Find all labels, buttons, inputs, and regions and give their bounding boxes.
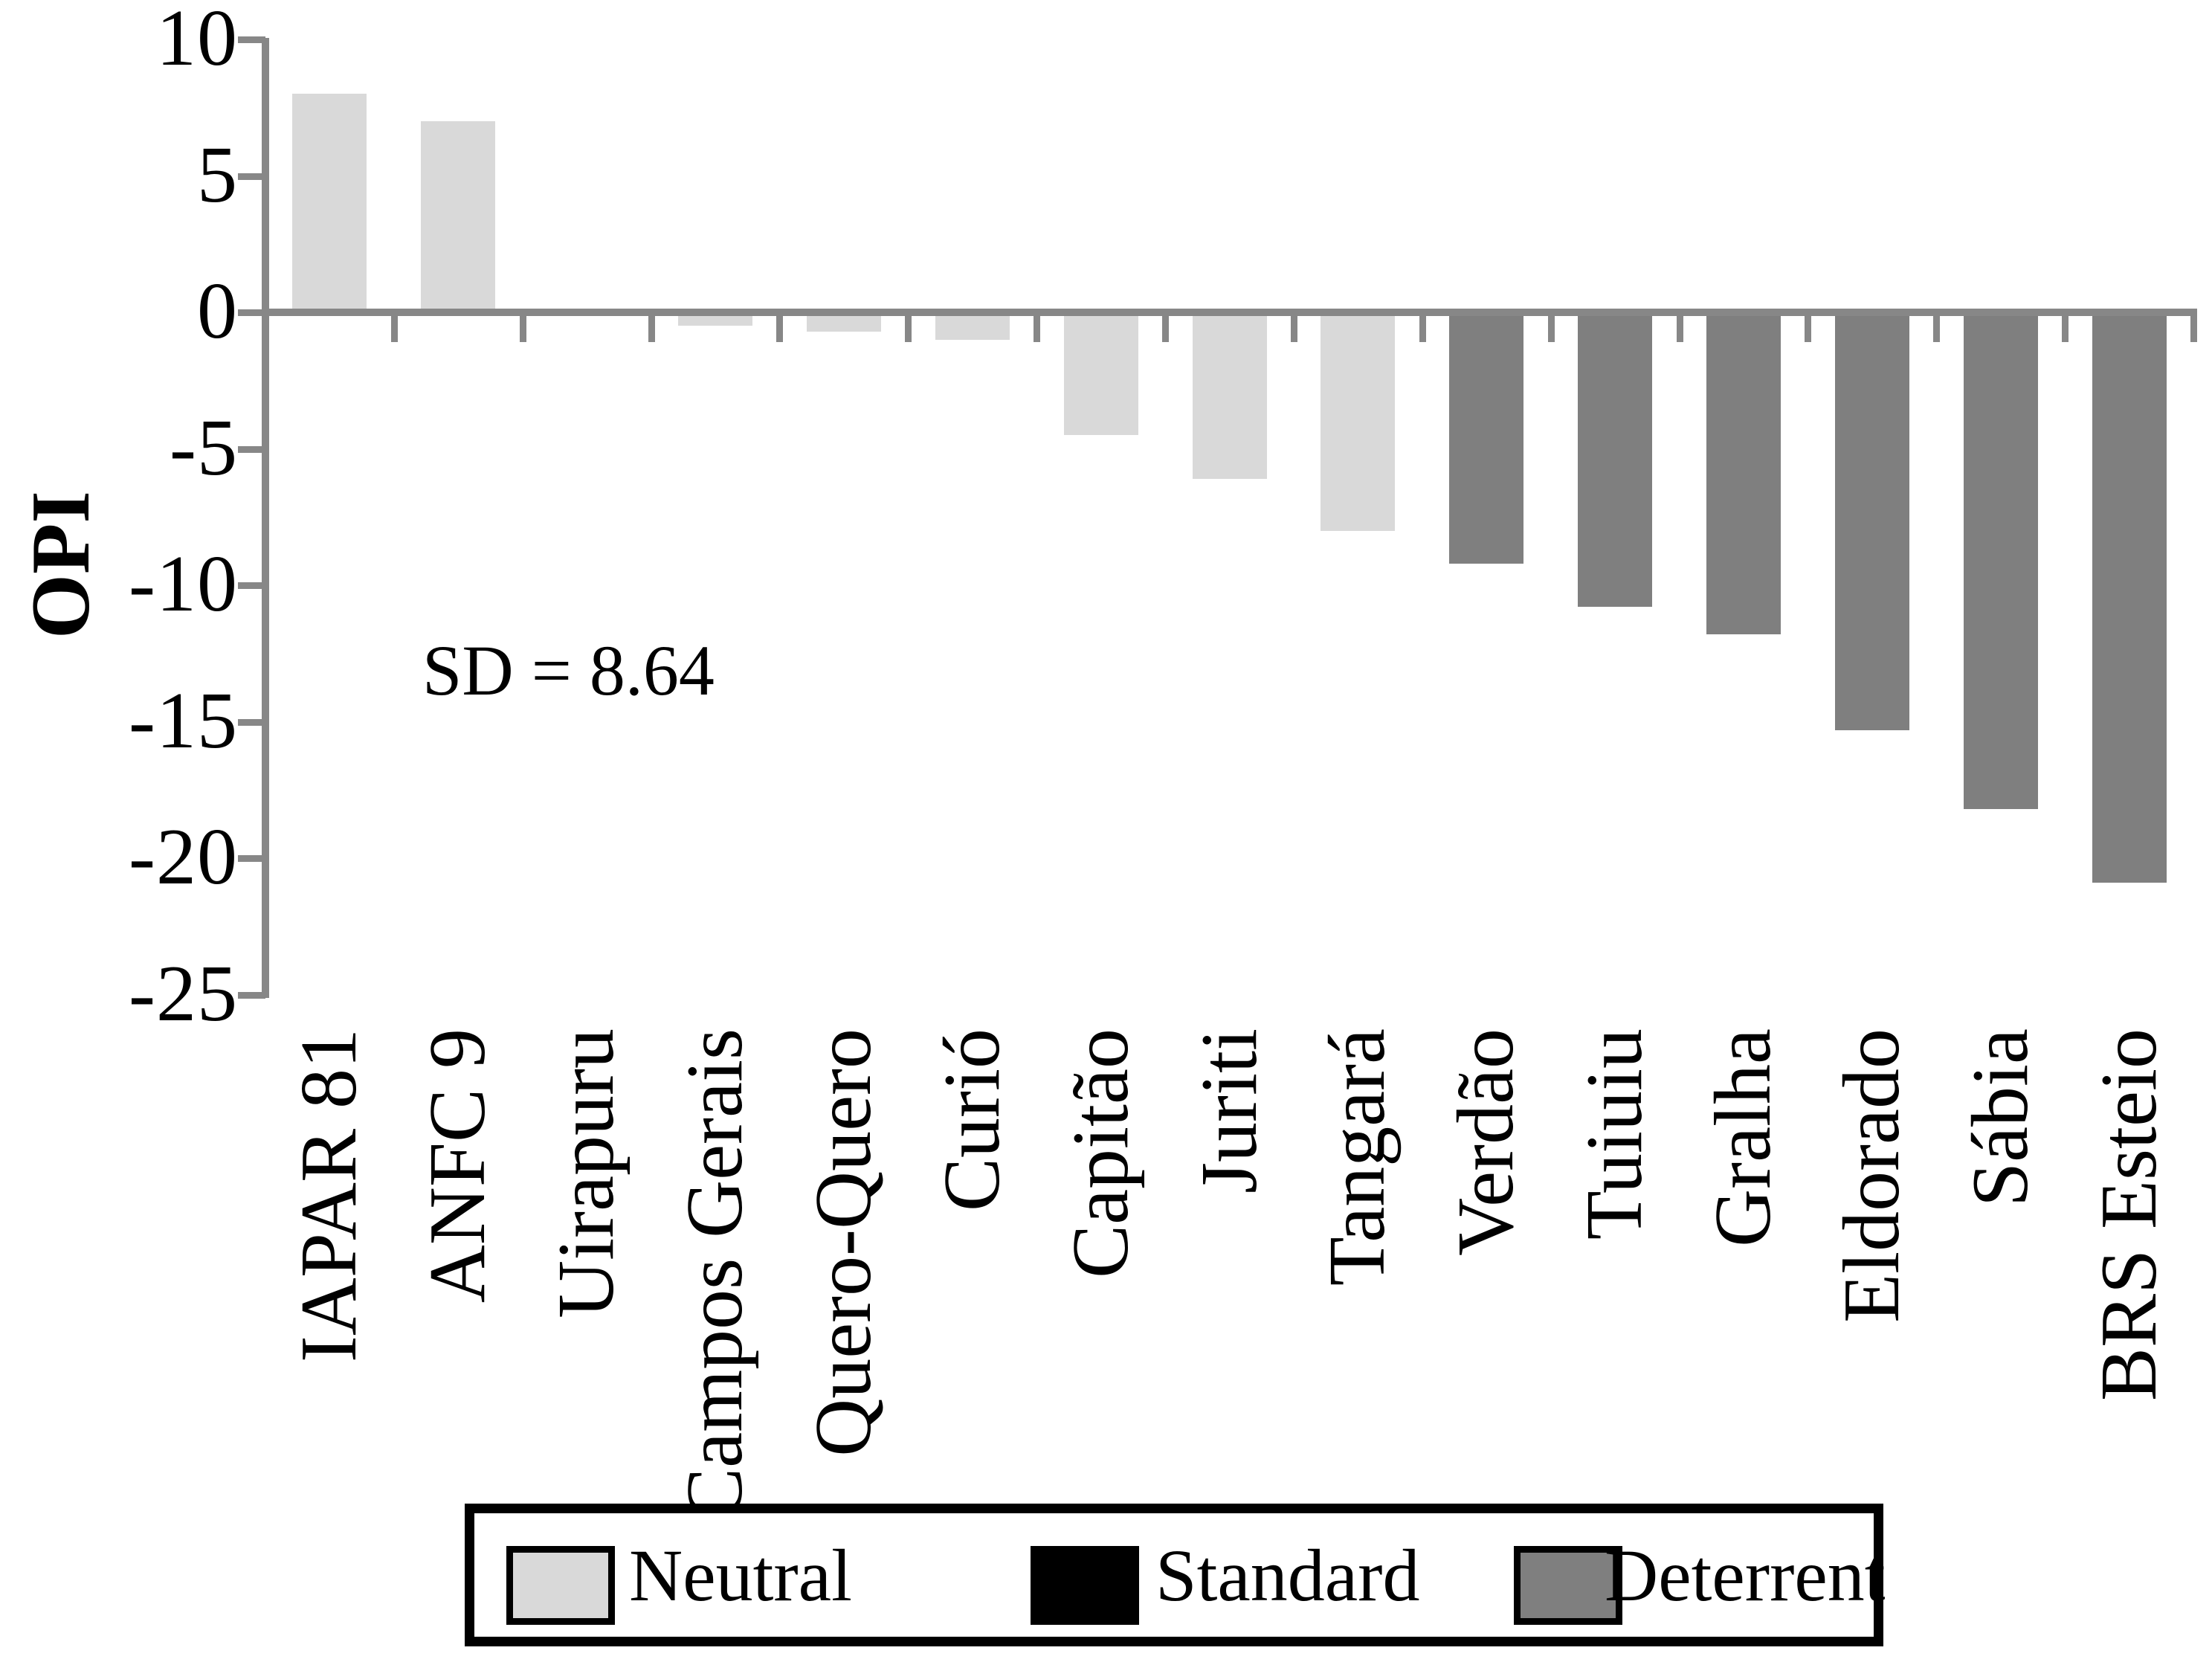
bar-tuiuiu — [1578, 312, 1653, 608]
y-axis-tick — [238, 445, 265, 453]
x-axis-tick — [1805, 312, 1812, 342]
sd-annotation: SD = 8.64 — [422, 631, 715, 710]
legend-label-standard: Standard — [1155, 1533, 1420, 1617]
bar-curi- — [935, 312, 1010, 340]
x-axis-label: Capitão — [1055, 1028, 1147, 1278]
x-axis-label-text: Tuiuiu — [1570, 1028, 1660, 1240]
x-axis-tick — [2190, 312, 2197, 342]
bar-brs-esteio — [2092, 312, 2167, 883]
x-axis-tick — [776, 312, 784, 342]
x-axis-label: ANFC 9 — [412, 1028, 504, 1303]
x-axis-tick — [390, 312, 398, 342]
bar-eldorado — [1834, 312, 1909, 730]
y-axis-tick-label: -15 — [129, 676, 238, 765]
y-axis-tick — [238, 173, 265, 180]
x-axis-label-text: Sábia — [1955, 1028, 2045, 1207]
x-axis-label: Tangará — [1312, 1028, 1404, 1286]
y-axis-tick-label: 10 — [156, 0, 238, 83]
x-axis-tick — [1034, 312, 1041, 342]
x-axis-label-text: Capitão — [1056, 1028, 1145, 1278]
x-axis-label: Eldorado — [1826, 1028, 1918, 1323]
x-axis-tick — [2062, 312, 2069, 342]
x-axis-label: Juriti — [1184, 1028, 1276, 1194]
x-axis-label: BRS Esteio — [2083, 1028, 2176, 1401]
x-axis-label: Curió — [926, 1028, 1019, 1211]
bar-s-bia — [1963, 312, 2038, 809]
x-axis-tick — [648, 312, 655, 342]
bar-iapar-81 — [292, 94, 367, 312]
x-axis-label-text: IAPAR 81 — [285, 1028, 374, 1363]
y-axis-tick — [238, 718, 265, 726]
x-axis-label: Quero-Quero — [798, 1028, 890, 1457]
bar-gralha — [1706, 312, 1781, 635]
bar-tangar- — [1321, 312, 1396, 531]
x-axis-label-text: ANFC 9 — [413, 1028, 503, 1304]
x-axis-label-text: Gralha — [1698, 1028, 1787, 1247]
x-axis-label: Sábia — [1955, 1028, 2047, 1207]
y-axis-tick-label: -20 — [129, 813, 238, 901]
x-axis-label-text: Campos Gerais — [671, 1028, 760, 1521]
y-axis-tick — [238, 309, 265, 316]
x-axis-label-text: BRS Esteio — [2084, 1028, 2173, 1402]
x-axis-tick — [1676, 312, 1683, 342]
x-axis-label: IAPAR 81 — [283, 1028, 375, 1362]
x-axis-tick — [1547, 312, 1555, 342]
x-axis-label-text: Juriti — [1184, 1028, 1274, 1194]
x-axis-label-text: Uirapuru — [542, 1028, 631, 1318]
y-axis-tick — [238, 582, 265, 589]
x-axis-label: Verdão — [1440, 1028, 1532, 1256]
x-axis-label-text: Curió — [927, 1028, 1016, 1212]
x-axis-label-text: Quero-Quero — [799, 1028, 888, 1457]
x-axis-label: Tuiuiu — [1569, 1028, 1661, 1240]
legend-swatch-neutral — [506, 1546, 615, 1625]
legend-label-neutral: Neutral — [629, 1533, 852, 1617]
y-axis-tick — [238, 991, 265, 999]
y-axis-tick-label: 5 — [197, 130, 238, 219]
x-axis-tick — [1933, 312, 1941, 342]
y-axis-tick-label: -25 — [129, 949, 238, 1038]
x-axis-tick — [1419, 312, 1426, 342]
y-axis-tick-label: -10 — [129, 540, 238, 628]
legend-swatch-standard — [1031, 1546, 1139, 1625]
bar-juriti — [1192, 312, 1267, 479]
x-axis-label-text: Tangará — [1313, 1028, 1402, 1286]
bar-verd-o — [1449, 312, 1524, 564]
y-axis-tick — [238, 855, 265, 862]
x-axis-label-text: Verdão — [1442, 1028, 1531, 1256]
legend-label-deterrent: Deterrent — [1605, 1533, 1886, 1617]
x-axis-tick — [1290, 312, 1297, 342]
x-axis-tick — [905, 312, 912, 342]
x-axis-label: Gralha — [1697, 1028, 1790, 1247]
bar-capit-o — [1063, 312, 1138, 436]
legend: Neutral Standard Deterrent — [465, 1504, 1886, 1646]
y-axis-tick-label: 0 — [197, 267, 238, 355]
x-axis-label-text: Eldorado — [1827, 1028, 1916, 1323]
x-axis-tick — [519, 312, 526, 342]
y-axis-tick-label: -5 — [170, 403, 238, 492]
y-axis-tick — [238, 36, 265, 43]
y-axis-line — [262, 38, 269, 998]
x-axis-label: Uirapuru — [541, 1028, 633, 1318]
x-axis-tick — [1162, 312, 1170, 342]
x-axis-label: Campos Gerais — [669, 1028, 761, 1521]
x-axis-line — [262, 309, 2197, 316]
legend-swatch-deterrent — [1514, 1546, 1622, 1625]
bar-anfc-9 — [421, 121, 496, 312]
